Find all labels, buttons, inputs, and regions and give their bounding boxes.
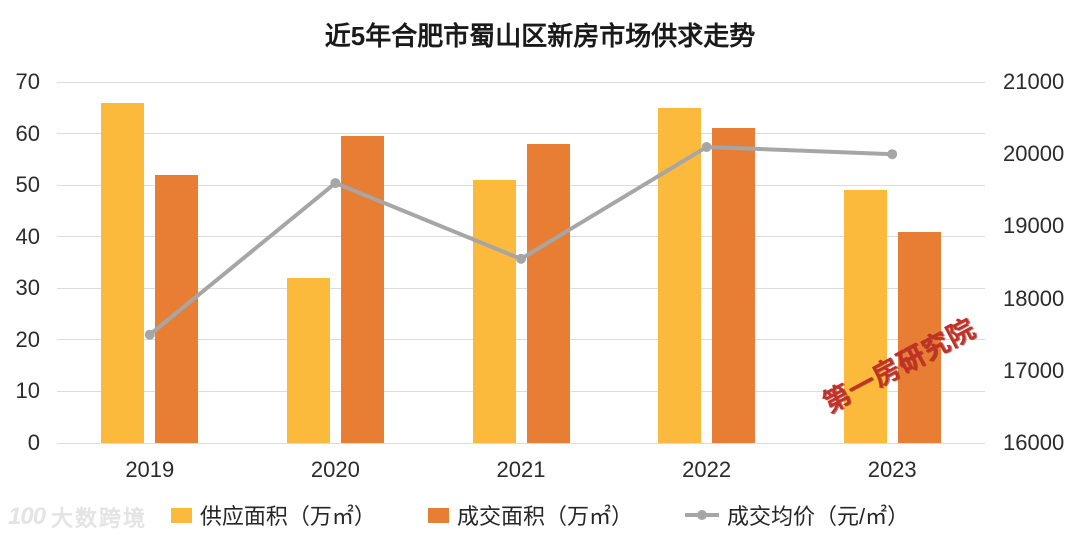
x-axis-label-2021: 2021 — [496, 457, 546, 482]
price-point-2019 — [144, 329, 155, 340]
legend-item-0: 供应面积（万㎡） — [170, 499, 376, 531]
chart-title: 近5年合肥市蜀山区新房市场供求走势 — [324, 21, 756, 51]
brand-watermark-text: 大数跨境 — [51, 506, 148, 531]
gridline — [57, 390, 985, 392]
right-axis-label: 18000 — [1003, 285, 1065, 311]
right-axis-label: 17000 — [1003, 357, 1065, 383]
gridline — [57, 339, 985, 341]
left-axis-label: 40 — [15, 223, 40, 249]
supply-bar-2023 — [843, 190, 887, 443]
supply-bar-2021 — [472, 180, 516, 443]
left-axis-label: 50 — [15, 172, 40, 198]
legend: 供应面积（万㎡） 成交面积（万㎡） 成交均价（元/㎡） — [0, 499, 1080, 531]
left-axis-label: 30 — [15, 275, 40, 301]
price-line — [144, 141, 898, 340]
legend-label: 成交面积（万㎡） — [456, 504, 633, 529]
brand-watermark: 100 大数跨境 — [8, 501, 147, 533]
x-axis-label-2023: 2023 — [867, 457, 917, 482]
transaction-bar-2023 — [897, 231, 941, 443]
gridline — [57, 287, 985, 289]
gridline — [57, 236, 985, 238]
price-line-marker-icon — [684, 510, 719, 521]
left-axis-label: 0 — [27, 430, 40, 455]
supply-bar-2019 — [101, 102, 145, 443]
price-line-path — [148, 144, 893, 337]
right-axis-label: 16000 — [1003, 430, 1065, 455]
transaction-bar-2022 — [712, 128, 756, 443]
legend-item-2: 成交均价（元/㎡） — [684, 499, 910, 531]
price-point-2020 — [330, 178, 341, 189]
left-axis-label: 10 — [15, 378, 40, 404]
x-axis-label-2020: 2020 — [310, 457, 360, 482]
left-axis-label: 60 — [15, 120, 40, 146]
legend-label: 成交均价（元/㎡） — [726, 504, 910, 529]
transaction-swatch-icon — [427, 507, 449, 523]
left-axis-label: 20 — [15, 326, 40, 352]
gridline — [57, 133, 985, 135]
transaction-bar-2019 — [155, 174, 199, 443]
gridline — [57, 81, 985, 83]
right-axis-label: 20000 — [1003, 141, 1065, 167]
right-axis-label: 21000 — [1003, 69, 1065, 94]
legend-label: 供应面积（万㎡） — [199, 504, 376, 529]
gridline — [57, 184, 985, 186]
price-point-2021 — [516, 253, 526, 264]
price-point-2022 — [701, 141, 712, 152]
plot-area — [57, 81, 985, 444]
line-marker-dot — [696, 510, 707, 520]
right-axis-label: 19000 — [1003, 213, 1065, 239]
transaction-bar-2021 — [526, 143, 570, 443]
x-axis-label-2022: 2022 — [682, 457, 732, 482]
supply-swatch-icon — [170, 507, 192, 523]
brand-logo-icon: 100 — [8, 503, 46, 530]
gridline — [57, 442, 985, 444]
x-axis-label-2019: 2019 — [125, 457, 175, 482]
price-point-2023 — [887, 149, 898, 160]
left-axis-label: 70 — [15, 69, 40, 94]
supply-bar-2020 — [286, 277, 330, 443]
legend-item-1: 成交面积（万㎡） — [427, 499, 633, 531]
